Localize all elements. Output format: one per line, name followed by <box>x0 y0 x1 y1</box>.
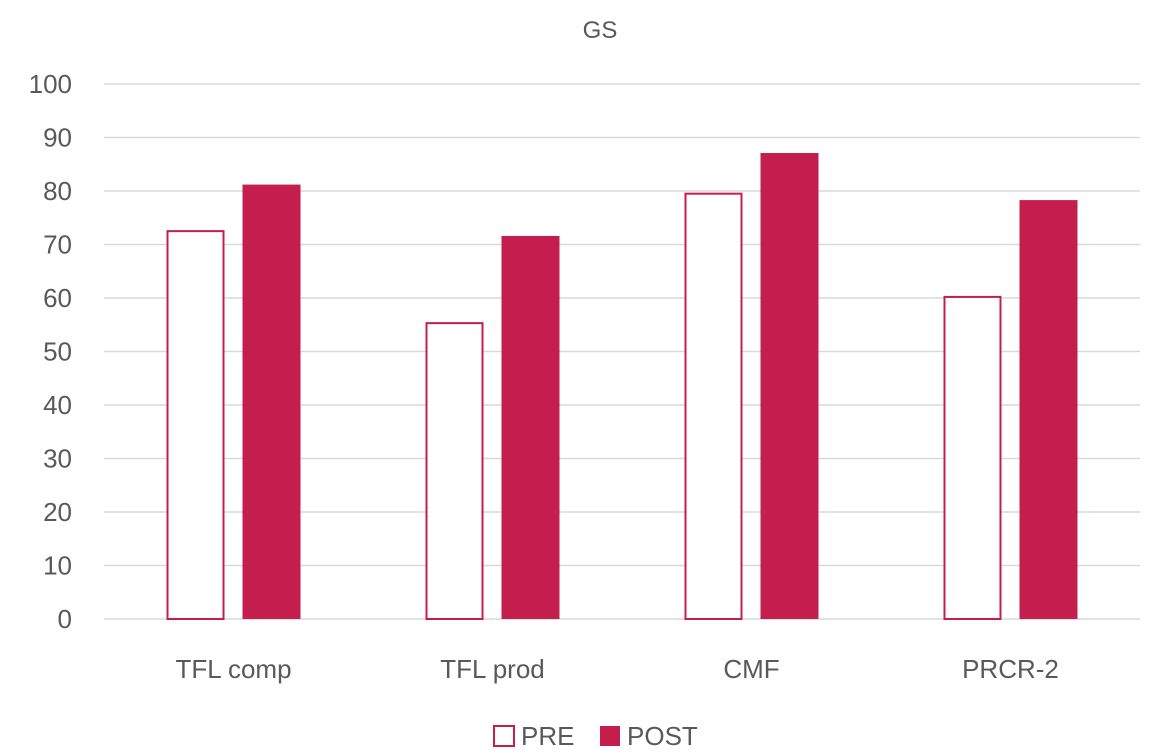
y-tick-label: 50 <box>43 337 72 367</box>
y-tick-label: 100 <box>29 69 72 99</box>
bar-post-0 <box>242 184 301 619</box>
y-tick-label: 40 <box>43 390 72 420</box>
bar-post-3 <box>1019 200 1078 619</box>
bar-pre-0 <box>166 230 225 620</box>
x-category-label: TFL comp <box>175 654 291 684</box>
y-tick-label: 30 <box>43 444 72 474</box>
x-category-label: PRCR-2 <box>962 654 1059 684</box>
x-category-label: TFL prod <box>440 654 545 684</box>
y-tick-label: 20 <box>43 497 72 527</box>
bar-post-1 <box>501 235 560 619</box>
y-tick-label: 70 <box>43 230 72 260</box>
bars <box>166 153 1078 621</box>
y-tick-label: 90 <box>43 123 72 153</box>
y-tick-label: 60 <box>43 283 72 313</box>
bar-pre-1 <box>425 322 484 620</box>
legend: PRE POST <box>493 721 698 751</box>
chart-title: GS <box>583 17 618 44</box>
legend-swatch-pre <box>493 725 515 747</box>
legend-label-pre: PRE <box>521 721 574 749</box>
y-axis-ticks: 0 10 20 30 40 50 60 70 80 90 100 <box>29 69 72 634</box>
y-tick-label: 10 <box>43 551 72 581</box>
bar-pre-2 <box>684 192 743 621</box>
bar-pre-3 <box>943 295 1002 620</box>
bar-post-2 <box>760 153 819 619</box>
legend-label-post: POST <box>627 721 698 749</box>
x-category-label: CMF <box>723 654 779 684</box>
y-tick-label: 0 <box>58 604 72 634</box>
y-tick-label: 80 <box>43 176 72 206</box>
x-axis-categories: TFL comp TFL prod CMF PRCR-2 <box>175 654 1058 684</box>
legend-swatch-post <box>600 726 620 746</box>
